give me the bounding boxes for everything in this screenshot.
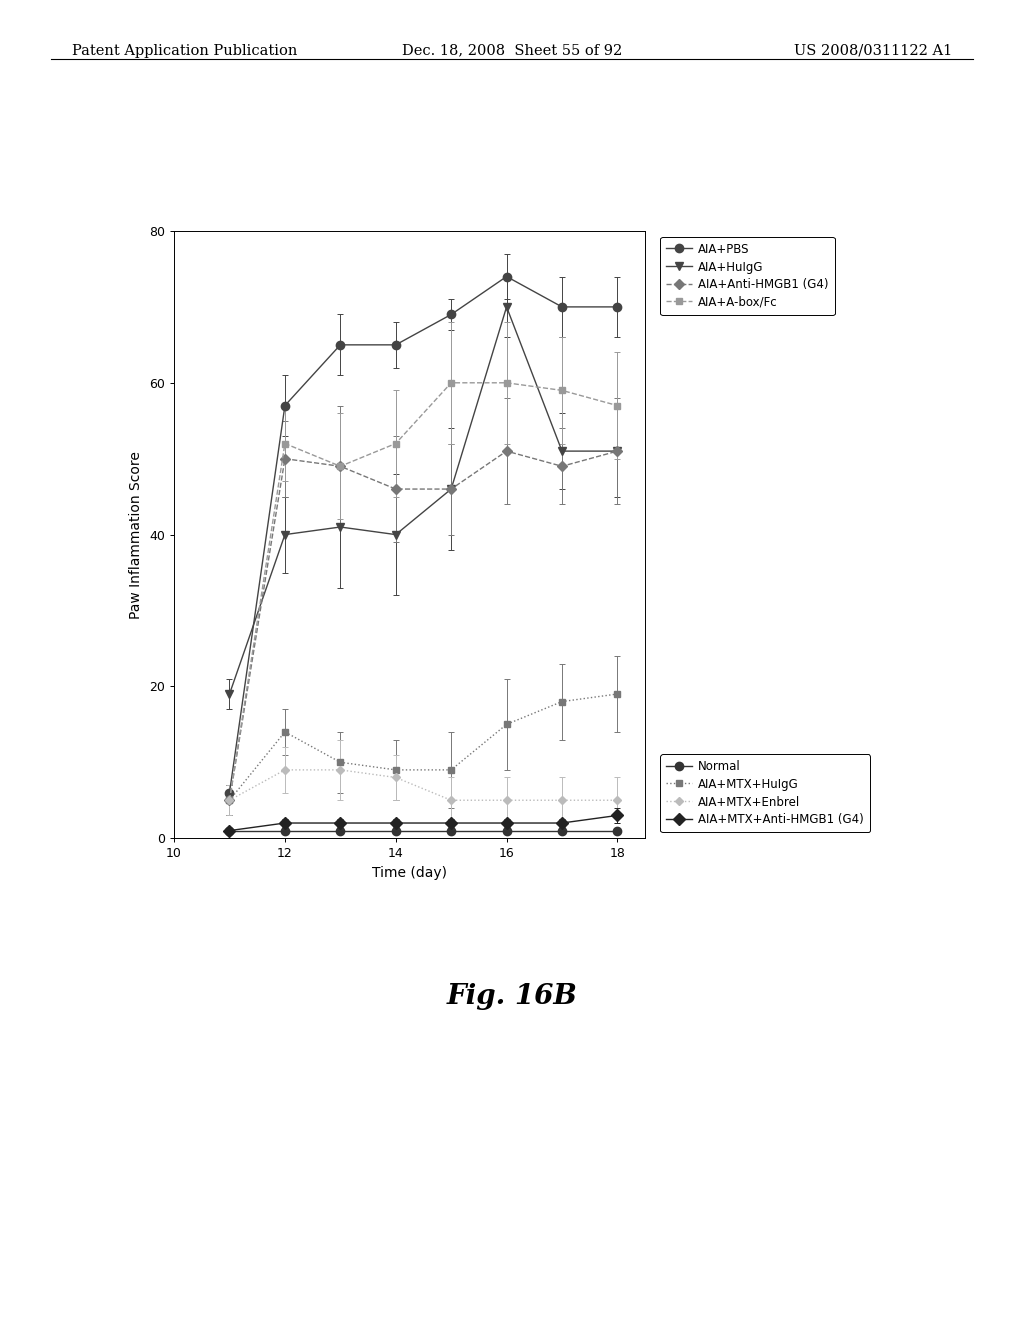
X-axis label: Time (day): Time (day)	[372, 866, 447, 880]
Legend: Normal, AIA+MTX+HuIgG, AIA+MTX+Enbrel, AIA+MTX+Anti-HMGB1 (G4): Normal, AIA+MTX+HuIgG, AIA+MTX+Enbrel, A…	[660, 754, 869, 833]
Text: US 2008/0311122 A1: US 2008/0311122 A1	[794, 44, 952, 58]
Y-axis label: Paw Inflammation Score: Paw Inflammation Score	[129, 450, 143, 619]
Text: Dec. 18, 2008  Sheet 55 of 92: Dec. 18, 2008 Sheet 55 of 92	[401, 44, 623, 58]
Text: Fig. 16B: Fig. 16B	[446, 983, 578, 1010]
Text: Patent Application Publication: Patent Application Publication	[72, 44, 297, 58]
